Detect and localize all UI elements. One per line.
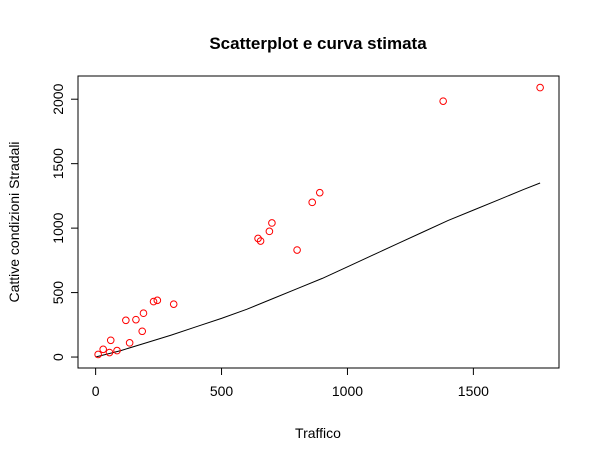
x-tick-label: 0 xyxy=(92,383,100,399)
data-point xyxy=(99,345,107,354)
data-point xyxy=(293,246,301,254)
data-point xyxy=(153,296,162,305)
fitted-curve xyxy=(95,182,541,358)
data-point xyxy=(315,188,324,197)
data-point xyxy=(132,315,140,324)
data-point xyxy=(254,234,262,243)
data-point xyxy=(105,348,114,357)
data-point xyxy=(439,97,447,105)
x-axis: 0 500 1000 1500 xyxy=(92,367,489,399)
data-point xyxy=(268,219,276,227)
chart-title: Scatterplot e curva stimata xyxy=(209,34,427,53)
y-tick-label: 1500 xyxy=(50,148,66,179)
data-point xyxy=(113,346,121,355)
x-tick-label: 500 xyxy=(210,383,234,399)
data-point xyxy=(122,316,130,325)
x-tick-label: 1000 xyxy=(332,383,363,399)
data-points-layer xyxy=(94,83,544,359)
data-point xyxy=(125,339,134,347)
plot-frame xyxy=(77,75,560,369)
y-tick-label: 500 xyxy=(50,281,66,305)
data-point xyxy=(308,198,317,207)
data-point xyxy=(106,336,115,345)
y-tick-label: 2000 xyxy=(50,83,66,114)
y-axis: 0 500 1000 1500 2000 xyxy=(50,83,79,361)
fitted-curve-layer xyxy=(95,182,541,358)
data-point xyxy=(94,350,102,359)
data-point xyxy=(256,237,265,245)
data-point xyxy=(149,297,158,306)
data-point xyxy=(138,327,147,336)
y-axis-label: Cattive condizioni Stradali xyxy=(6,141,22,302)
y-tick-label: 1000 xyxy=(50,212,66,243)
data-point xyxy=(265,227,274,236)
x-tick-label: 1500 xyxy=(458,383,489,399)
y-tick-label: 0 xyxy=(50,353,66,361)
data-point xyxy=(536,83,544,92)
data-point xyxy=(139,309,148,318)
x-axis-label: Traffico xyxy=(295,425,341,441)
data-point xyxy=(169,300,178,308)
